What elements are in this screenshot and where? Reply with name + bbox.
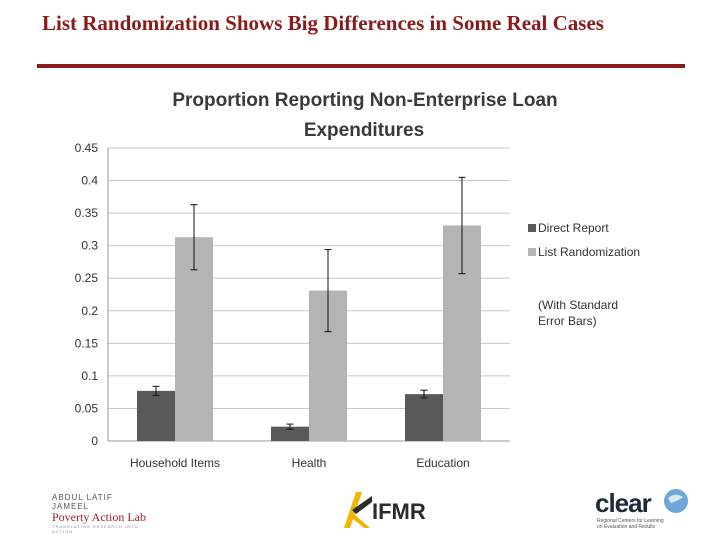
legend-note: (With Standard	[538, 298, 618, 312]
y-tick-label: 0.45	[75, 141, 99, 155]
chart-title-line-1: Proportion Reporting Non-Enterprise Loan	[172, 90, 557, 111]
bar	[137, 390, 175, 441]
y-tick-label: 0	[91, 434, 98, 448]
legend-swatch	[528, 248, 536, 256]
category-label: Health	[292, 456, 327, 470]
bar-chart: Proportion Reporting Non-Enterprise Loan…	[75, 90, 640, 470]
clear-logo-text: clear	[595, 488, 652, 518]
y-tick-label: 0.25	[75, 271, 99, 285]
y-tick-label: 0.05	[75, 401, 99, 415]
bar	[405, 394, 443, 441]
title-divider	[37, 64, 685, 68]
jpal-logo: ABDUL LATIF JAMEEL Poverty Action Lab TR…	[52, 493, 152, 534]
slide-title: List Randomization Shows Big Differences…	[42, 11, 604, 35]
bar	[271, 426, 309, 441]
bar	[175, 237, 213, 441]
category-label: Household Items	[130, 456, 220, 470]
jpal-logo-line-3: TRANSLATING RESEARCH INTO ACTION	[52, 524, 139, 534]
ifmr-emblem-icon	[344, 492, 372, 528]
y-tick-label: 0.1	[81, 369, 98, 383]
jpal-logo-line-1: ABDUL LATIF JAMEEL	[52, 493, 113, 511]
category-label: Education	[416, 456, 469, 470]
y-tick-label: 0.3	[81, 239, 98, 253]
y-tick-label: 0.2	[81, 304, 98, 318]
ifmr-logo: IFMR	[340, 488, 440, 532]
y-tick-label: 0.4	[81, 174, 98, 188]
y-tick-label: 0.35	[75, 206, 99, 220]
globe-icon	[664, 489, 688, 513]
legend-note: Error Bars)	[538, 314, 597, 328]
clear-logo: clear Regional Centers for Learning on E…	[595, 488, 695, 532]
jpal-logo-line-2: Poverty Action Lab	[52, 510, 146, 524]
chart-title-line-2: Expenditures	[304, 120, 424, 141]
legend-entry: List Randomization	[538, 245, 640, 259]
clear-logo-subtitle: Regional Centers for Learning on Evaluat…	[597, 518, 664, 530]
y-tick-label: 0.15	[75, 336, 99, 350]
ifmr-logo-text: IFMR	[372, 499, 426, 524]
legend-entry: Direct Report	[538, 221, 609, 235]
legend-swatch	[528, 224, 536, 232]
